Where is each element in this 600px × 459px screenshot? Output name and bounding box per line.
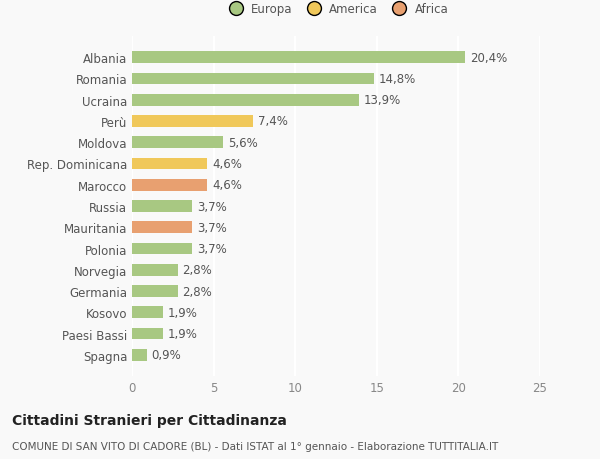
- Bar: [132, 137, 223, 149]
- Text: 13,9%: 13,9%: [364, 94, 401, 107]
- Text: 1,9%: 1,9%: [168, 327, 198, 341]
- Text: 4,6%: 4,6%: [212, 157, 242, 171]
- Text: 2,8%: 2,8%: [182, 264, 212, 277]
- Bar: [132, 52, 465, 64]
- Text: 3,7%: 3,7%: [197, 200, 227, 213]
- Text: 20,4%: 20,4%: [470, 51, 507, 64]
- Text: 7,4%: 7,4%: [257, 115, 287, 128]
- Bar: [132, 285, 178, 297]
- Text: COMUNE DI SAN VITO DI CADORE (BL) - Dati ISTAT al 1° gennaio - Elaborazione TUTT: COMUNE DI SAN VITO DI CADORE (BL) - Dati…: [12, 441, 498, 451]
- Text: Cittadini Stranieri per Cittadinanza: Cittadini Stranieri per Cittadinanza: [12, 413, 287, 427]
- Text: 3,7%: 3,7%: [197, 221, 227, 234]
- Bar: [132, 222, 193, 234]
- Text: 14,8%: 14,8%: [379, 73, 416, 86]
- Text: 3,7%: 3,7%: [197, 242, 227, 256]
- Bar: [132, 116, 253, 128]
- Bar: [132, 201, 193, 213]
- Bar: [132, 349, 146, 361]
- Text: 2,8%: 2,8%: [182, 285, 212, 298]
- Bar: [132, 264, 178, 276]
- Text: 4,6%: 4,6%: [212, 179, 242, 192]
- Text: 5,6%: 5,6%: [228, 136, 258, 149]
- Bar: [132, 179, 207, 191]
- Bar: [132, 243, 193, 255]
- Text: 1,9%: 1,9%: [168, 306, 198, 319]
- Bar: [132, 73, 374, 85]
- Bar: [132, 307, 163, 319]
- Bar: [132, 95, 359, 106]
- Bar: [132, 158, 207, 170]
- Legend: Europa, America, Africa: Europa, America, Africa: [219, 0, 453, 21]
- Text: 0,9%: 0,9%: [152, 349, 181, 362]
- Bar: [132, 328, 163, 340]
